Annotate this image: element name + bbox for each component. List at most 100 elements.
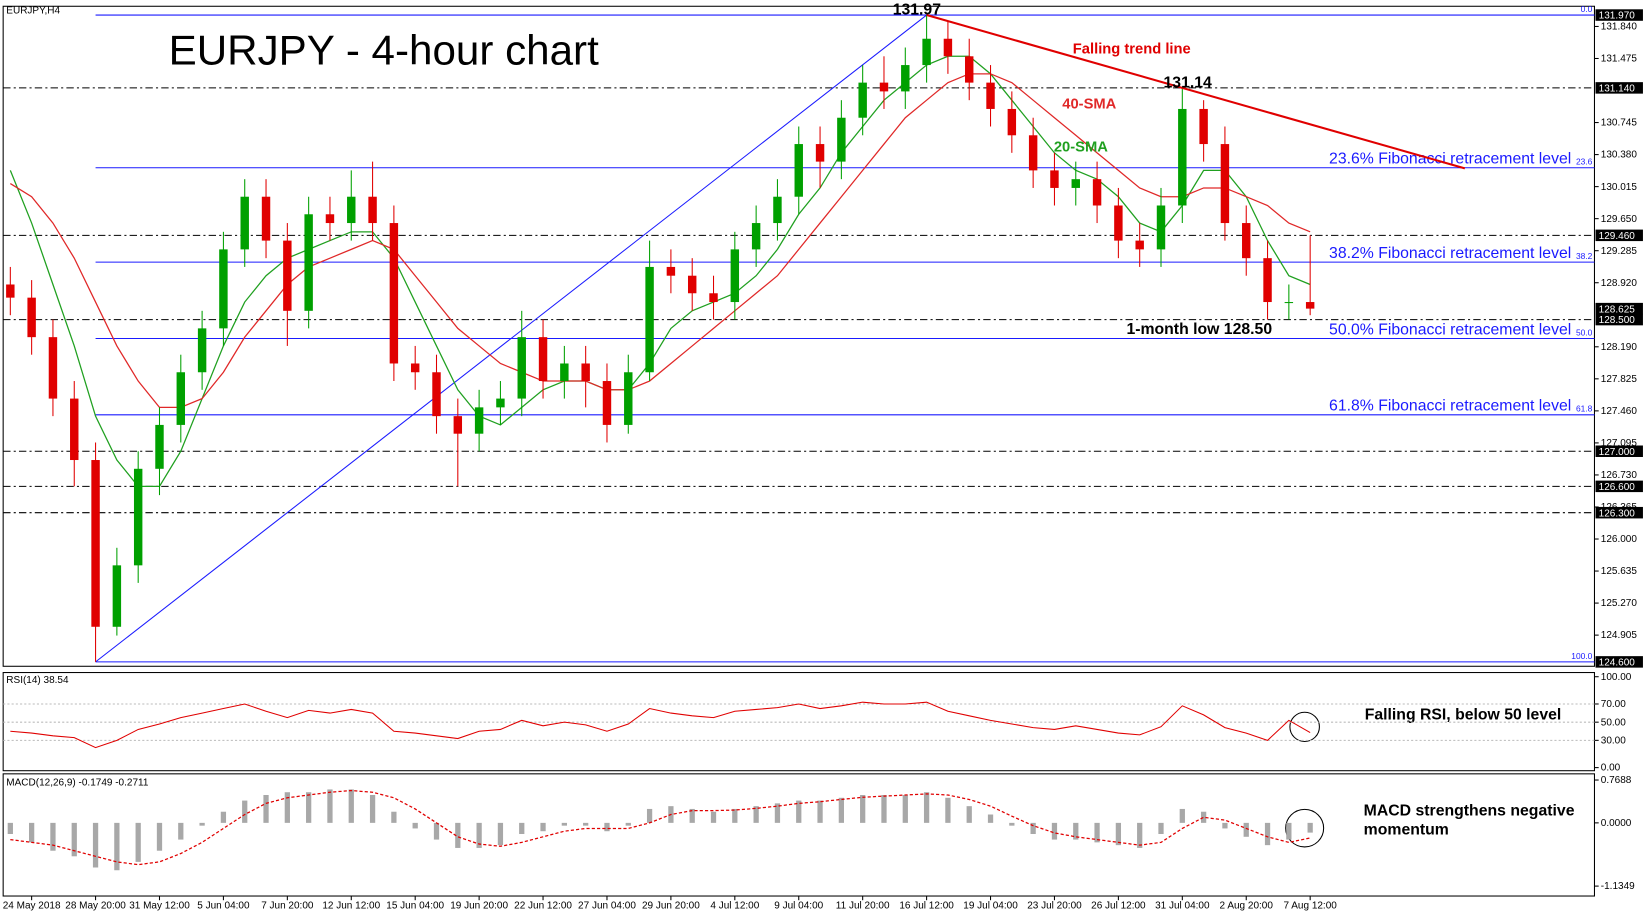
- annotation: 131.97: [893, 2, 942, 19]
- x-tick-label: 22 Jun 12:00: [514, 901, 572, 912]
- x-tick-label: 29 Jun 20:00: [642, 901, 700, 912]
- candle-body: [133, 468, 143, 566]
- macd-annotation: MACD strengthens negative momentum: [1363, 802, 1575, 839]
- candle-body: [1028, 135, 1038, 171]
- y-tick-label: 125.270: [1601, 598, 1638, 609]
- y-tick-label: 130.380: [1601, 150, 1638, 161]
- annotation: 131.14: [1164, 75, 1213, 92]
- macd-annotation-box: MACD strengthens negative momentum: [1363, 802, 1575, 839]
- x-tick-label: 28 May 20:00: [65, 901, 126, 912]
- candle-body: [815, 144, 825, 162]
- y-tick-label: 0.00: [1601, 763, 1621, 774]
- y-tick-label: 128.920: [1601, 278, 1638, 289]
- candle-body: [1156, 205, 1166, 250]
- candle-body: [538, 337, 548, 382]
- x-tick-label: 12 Jun 12:00: [322, 901, 380, 912]
- candle-body: [48, 337, 58, 399]
- x-tick-label: 7 Aug 12:00: [1283, 901, 1337, 912]
- y-tick-label: 127.460: [1601, 406, 1638, 417]
- candle-body: [261, 196, 271, 241]
- moving-average-line: [9, 73, 1311, 408]
- candle-body: [943, 38, 953, 57]
- x-tick-label: 23 Jul 20:00: [1027, 901, 1082, 912]
- candle-body: [176, 372, 186, 425]
- trend-line-label: Falling trend line: [1073, 41, 1191, 57]
- x-tick-label: 7 Jun 20:00: [261, 901, 314, 912]
- x-tick-label: 4 Jul 12:00: [710, 901, 759, 912]
- candle-body: [1114, 205, 1123, 241]
- candle-body: [91, 460, 100, 627]
- x-tick-label: 5 Jun 04:00: [197, 901, 250, 912]
- price-tag-label: 127.000: [1599, 447, 1636, 458]
- rsi-highlight-circle: [1289, 711, 1320, 742]
- price-tag-label: 128.500: [1599, 315, 1636, 326]
- x-tick-label: 31 Jul 04:00: [1155, 901, 1210, 912]
- price-tag-label: 131.140: [1599, 84, 1636, 95]
- price-tag-label: 124.600: [1599, 658, 1636, 669]
- candle-body: [879, 82, 889, 92]
- candle-body: [901, 65, 910, 92]
- candle-body: [325, 214, 335, 224]
- x-tick-label: 19 Jul 04:00: [963, 901, 1018, 912]
- candle-body: [517, 337, 526, 399]
- candle-body: [986, 82, 995, 109]
- moving-average-line: [9, 55, 1311, 487]
- candle-body: [453, 416, 463, 434]
- macd-highlight-circle: [1285, 808, 1325, 848]
- candle-body: [347, 196, 356, 224]
- candle-body: [858, 82, 867, 118]
- chart-header: EURJPY,H4: [6, 6, 60, 17]
- candle-body: [1242, 223, 1251, 259]
- candle-body: [624, 372, 633, 425]
- candle-body: [474, 407, 484, 434]
- fibonacci-swing-line: [95, 14, 927, 663]
- y-tick-label: 126.000: [1601, 534, 1638, 545]
- fibonacci-label: 50.0% Fibonacci retracement level: [1329, 321, 1571, 338]
- x-tick-label: 15 Jun 04:00: [386, 901, 444, 912]
- main-panel: [2, 5, 1595, 667]
- x-tick-label: 31 May 12:00: [129, 901, 190, 912]
- candle-body: [70, 398, 79, 461]
- candle-body: [219, 249, 228, 329]
- candle-body: [197, 328, 207, 373]
- price-tag: [1595, 229, 1643, 242]
- x-tick-label: 9 Jul 04:00: [774, 901, 823, 912]
- candle-body: [922, 38, 931, 66]
- candle-body: [240, 196, 249, 250]
- moving-average-label: 40-SMA: [1062, 97, 1116, 113]
- rsi-line: [10, 701, 1311, 749]
- y-tick-label: 130.015: [1601, 182, 1638, 193]
- y-tick-label: 129.285: [1601, 246, 1638, 257]
- candle-body: [730, 249, 740, 303]
- y-tick-label: 70.00: [1601, 699, 1626, 710]
- fibonacci-ratio: 38.2: [1576, 251, 1593, 261]
- candle-body: [709, 293, 718, 303]
- candle-body: [6, 284, 15, 298]
- price-tag: [1595, 302, 1643, 315]
- fibonacci-ratio: 50.0: [1576, 327, 1593, 337]
- trend-line: [926, 14, 1466, 170]
- candle-body: [837, 117, 846, 162]
- candle-body: [1178, 108, 1187, 206]
- price-tag: [1595, 9, 1643, 21]
- y-tick-label: 0.7688: [1601, 775, 1632, 786]
- candle-body: [1135, 240, 1144, 250]
- fibonacci-ratio: 61.8: [1576, 404, 1593, 414]
- candle-body: [389, 223, 399, 364]
- candle-body: [27, 297, 36, 338]
- rsi-annotation: Falling RSI, below 50 level: [1365, 707, 1562, 724]
- price-tag: [1595, 506, 1643, 519]
- candle-body: [581, 363, 590, 382]
- candle-body: [410, 363, 420, 373]
- price-tag: [1595, 480, 1643, 493]
- y-tick-label: 50.00: [1601, 717, 1626, 728]
- price-tag: [1595, 445, 1643, 457]
- y-tick-label: 131.475: [1601, 54, 1638, 65]
- x-tick-label: 2 Aug 20:00: [1220, 901, 1274, 912]
- price-tag: [1595, 656, 1643, 668]
- macd-signal-line: [10, 789, 1311, 866]
- x-tick-label: 26 Jul 12:00: [1091, 901, 1146, 912]
